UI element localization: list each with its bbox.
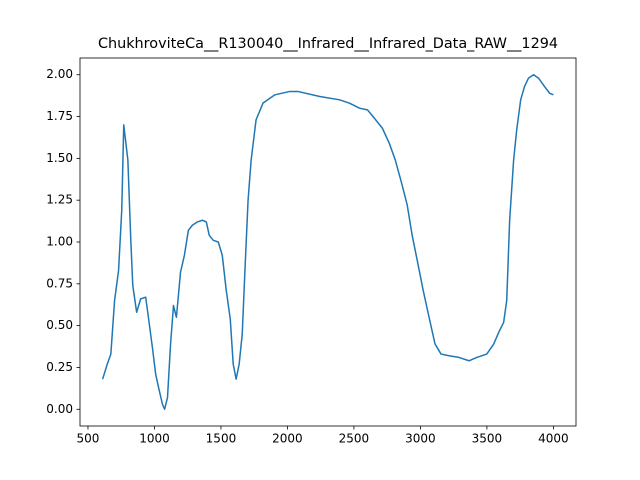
y-tick-label: 1.00 bbox=[46, 235, 73, 249]
x-tick-label: 3500 bbox=[472, 432, 503, 446]
data-line bbox=[101, 73, 554, 411]
y-tick-label: 1.50 bbox=[46, 151, 73, 165]
x-tick-label: 4000 bbox=[538, 432, 569, 446]
x-tick-label: 2500 bbox=[339, 432, 370, 446]
axes-frame bbox=[79, 57, 577, 427]
x-tick-label: 500 bbox=[77, 432, 100, 446]
y-tick-label: 1.25 bbox=[46, 193, 73, 207]
y-tick-label: 0.00 bbox=[46, 402, 73, 416]
x-tick-label: 1500 bbox=[206, 432, 237, 446]
chart-title: ChukhroviteCa__R130040__Infrared__Infrar… bbox=[98, 36, 558, 52]
y-tick-label: 0.50 bbox=[46, 318, 73, 332]
x-tick-label: 2000 bbox=[272, 432, 303, 446]
y-tick-label: 0.75 bbox=[46, 276, 73, 290]
y-tick-label: 0.25 bbox=[46, 360, 73, 374]
y-tick-label: 1.75 bbox=[46, 109, 73, 123]
x-tick-label: 3000 bbox=[405, 432, 436, 446]
x-tick-label: 1000 bbox=[139, 432, 170, 446]
y-tick-label: 2.00 bbox=[46, 67, 73, 81]
